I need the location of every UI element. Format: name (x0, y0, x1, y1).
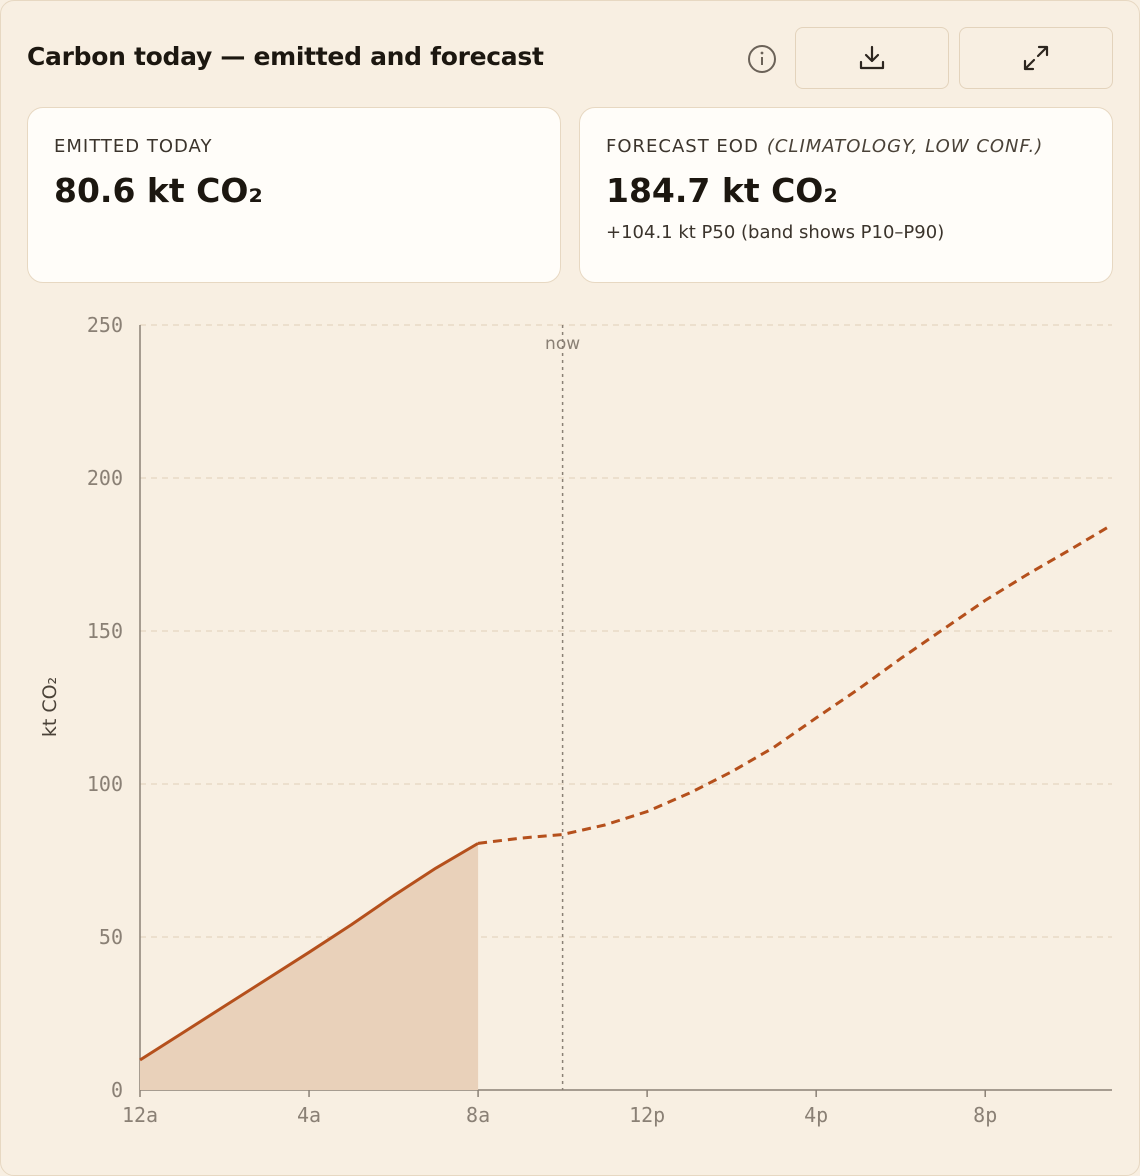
stat-value: 184.7 kt CO₂ (606, 171, 838, 210)
stat-value: 80.6 kt CO₂ (54, 171, 263, 210)
download-button[interactable] (795, 27, 949, 89)
y-tick-label: 150 (87, 619, 123, 643)
y-tick-label: 100 (87, 772, 123, 796)
stat-card: FORECAST EOD (CLIMATOLOGY, LOW CONF.) 184… (579, 107, 1113, 283)
stat-qualifier: (CLIMATOLOGY, LOW CONF.) (766, 136, 1044, 157)
x-tick-label: 4a (297, 1103, 321, 1127)
stat-label-row: FORECAST EOD (CLIMATOLOGY, LOW CONF.) (606, 136, 1086, 157)
now-label: now (545, 334, 580, 354)
line (139, 842, 479, 1062)
x-tick-label: 8p (973, 1103, 997, 1127)
y-axis-label: kt CO₂ (39, 677, 61, 737)
x-tick-label: 4p (804, 1103, 828, 1127)
area (140, 843, 479, 1090)
info-icon[interactable] (746, 43, 778, 75)
stat-label: EMITTED TODAY (54, 136, 213, 157)
stat-card: EMITTED TODAY 80.6 kt CO₂ (27, 107, 561, 283)
panel-title: Carbon today — emitted and forecast (27, 42, 544, 71)
line (477, 523, 1113, 845)
stat-note: +104.1 kt P50 (band shows P10–P90) (606, 222, 945, 243)
y-tick-label: 200 (87, 466, 123, 490)
stat-label: FORECAST EOD (606, 136, 759, 157)
expand-button[interactable] (959, 27, 1113, 89)
x-tick-label: 8a (466, 1103, 490, 1127)
y-tick-label: 50 (99, 925, 123, 949)
chart: kt CO₂ 0 50 100 150 200 250 12a 4a 8a 12p 4p 8p now (39, 313, 1113, 1127)
x-tick-label: 12p (629, 1103, 665, 1127)
x-tick-label: 12a (122, 1103, 158, 1127)
y-tick-label: 0 (111, 1078, 123, 1102)
y-tick-label: 250 (87, 313, 123, 337)
